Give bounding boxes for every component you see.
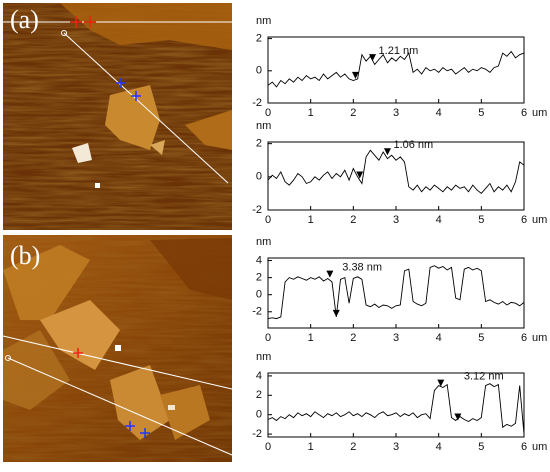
x-tick-label: 1 <box>308 107 314 119</box>
x-tick-label: 2 <box>350 441 356 453</box>
plot-frame <box>267 372 525 438</box>
x-tick-label: 1 <box>308 441 314 453</box>
y-axis-label: nm <box>256 351 271 363</box>
height-annotation: 3.12 nm <box>464 370 504 382</box>
x-tick-label: 6 <box>521 107 527 119</box>
height-annotation: 1.06 nm <box>393 139 433 151</box>
y-tick-label: -2 <box>252 306 262 318</box>
y-tick-label: 4 <box>256 370 262 382</box>
x-tick-label: 5 <box>478 441 484 453</box>
cursor-marker <box>369 54 377 62</box>
profile-line <box>267 383 525 435</box>
y-tick-label: 4 <box>256 254 262 266</box>
y-tick-label: 0 <box>256 65 262 77</box>
panel-label: (a) <box>10 5 39 34</box>
y-tick-label: 0 <box>256 289 262 301</box>
plot-frame <box>267 257 525 329</box>
cursor-marker <box>326 270 334 278</box>
plot-frame <box>267 141 525 211</box>
x-axis-label: um <box>532 332 547 344</box>
afm-image-a: (a) <box>3 3 232 230</box>
x-tick-label: 3 <box>393 441 399 453</box>
x-tick-label: 5 <box>478 214 484 226</box>
cursor-marker <box>454 413 462 421</box>
x-tick-label: 6 <box>521 332 527 344</box>
cursor-marker <box>332 309 340 317</box>
x-tick-label: 4 <box>436 332 442 344</box>
x-axis-label: um <box>532 441 547 453</box>
x-tick-label: 2 <box>350 214 356 226</box>
x-tick-label: 5 <box>478 107 484 119</box>
x-tick-label: 0 <box>265 214 271 226</box>
x-tick-label: 4 <box>436 107 442 119</box>
x-tick-label: 3 <box>393 214 399 226</box>
x-axis-label: um <box>532 214 547 226</box>
y-tick-label: 2 <box>256 272 262 284</box>
y-axis-label: nm <box>256 15 271 27</box>
y-axis-label: nm <box>256 120 271 132</box>
afm-image-b: (b) <box>2 235 233 462</box>
y-tick-label: -2 <box>252 97 262 109</box>
x-tick-label: 0 <box>265 332 271 344</box>
x-tick-label: 1 <box>308 214 314 226</box>
cursor-marker <box>383 148 391 156</box>
y-tick-label: 2 <box>256 138 262 150</box>
cursor-marker <box>437 379 445 387</box>
x-tick-label: 6 <box>521 441 527 453</box>
y-tick-label: 2 <box>256 389 262 401</box>
y-tick-label: 2 <box>256 33 262 45</box>
x-tick-label: 4 <box>436 214 442 226</box>
height-annotation: 1.21 nm <box>379 45 419 57</box>
x-tick-label: 0 <box>265 107 271 119</box>
profile-line <box>267 50 525 88</box>
y-tick-label: -2 <box>252 204 262 216</box>
x-tick-label: 2 <box>350 107 356 119</box>
y-tick-label: 0 <box>256 409 262 421</box>
y-axis-label: nm <box>256 236 271 248</box>
x-tick-label: 3 <box>393 332 399 344</box>
panel-label: (b) <box>10 241 40 270</box>
cursor-marker <box>356 171 364 179</box>
x-tick-label: 6 <box>521 214 527 226</box>
cursor-marker <box>351 71 359 79</box>
x-tick-label: 3 <box>393 107 399 119</box>
x-tick-label: 0 <box>265 441 271 453</box>
x-tick-label: 5 <box>478 332 484 344</box>
y-tick-label: 0 <box>256 171 262 183</box>
x-tick-label: 4 <box>436 441 442 453</box>
profile-line <box>267 149 525 195</box>
x-tick-label: 2 <box>350 332 356 344</box>
x-tick-label: 1 <box>308 332 314 344</box>
height-annotation: 3.38 nm <box>342 262 382 274</box>
y-tick-label: -2 <box>252 428 262 440</box>
profile-line <box>267 265 525 320</box>
x-axis-label: um <box>532 107 547 119</box>
